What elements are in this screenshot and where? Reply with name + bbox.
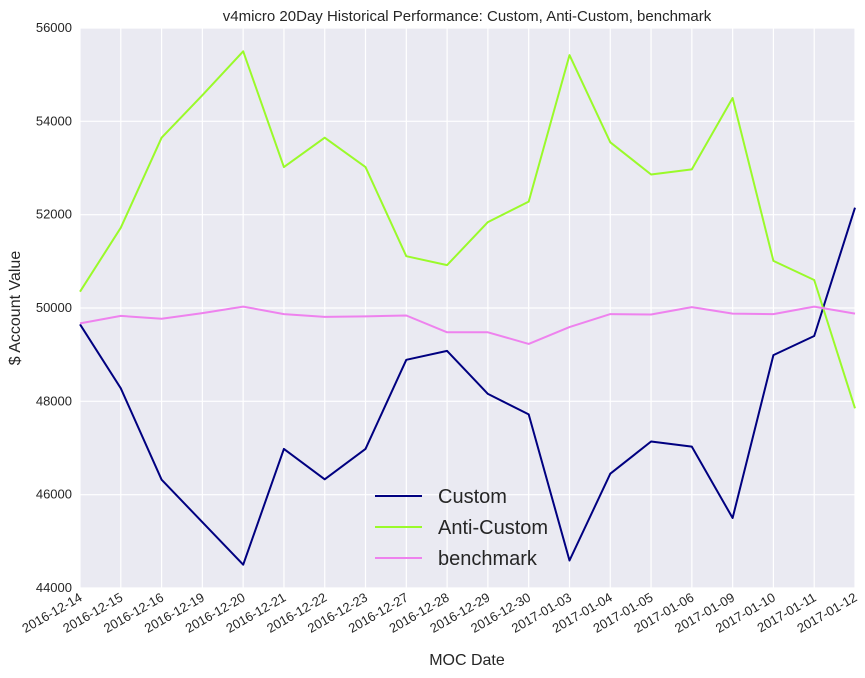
y-tick-label: 46000 [36,487,72,502]
series-lines [79,50,856,566]
legend-label: Anti-Custom [438,517,548,539]
legend-label: benchmark [438,548,538,570]
y-tick-label: 54000 [36,113,72,128]
chart-title: v4micro 20Day Historical Performance: Cu… [223,8,712,25]
series-line-custom [79,207,856,566]
y-tick-label: 44000 [36,580,72,595]
series-line-anti-custom [79,50,856,409]
y-tick-labels: 44000 46000 48000 50000 52000 54000 56000 [36,20,72,595]
y-tick-label: 52000 [36,207,72,222]
y-tick-label: 56000 [36,20,72,35]
y-axis-title: $ Account Value [7,251,24,366]
grid-lines [79,27,856,589]
legend: Custom Anti-Custom benchmark [375,486,548,570]
y-tick-label: 48000 [36,393,72,408]
y-tick-label: 50000 [36,300,72,315]
legend-label: Custom [438,486,507,508]
series-line-benchmark [79,305,856,345]
x-axis-title: MOC Date [429,652,505,669]
x-tick-labels: 2016-12-142016-12-152016-12-162016-12-19… [19,590,859,636]
